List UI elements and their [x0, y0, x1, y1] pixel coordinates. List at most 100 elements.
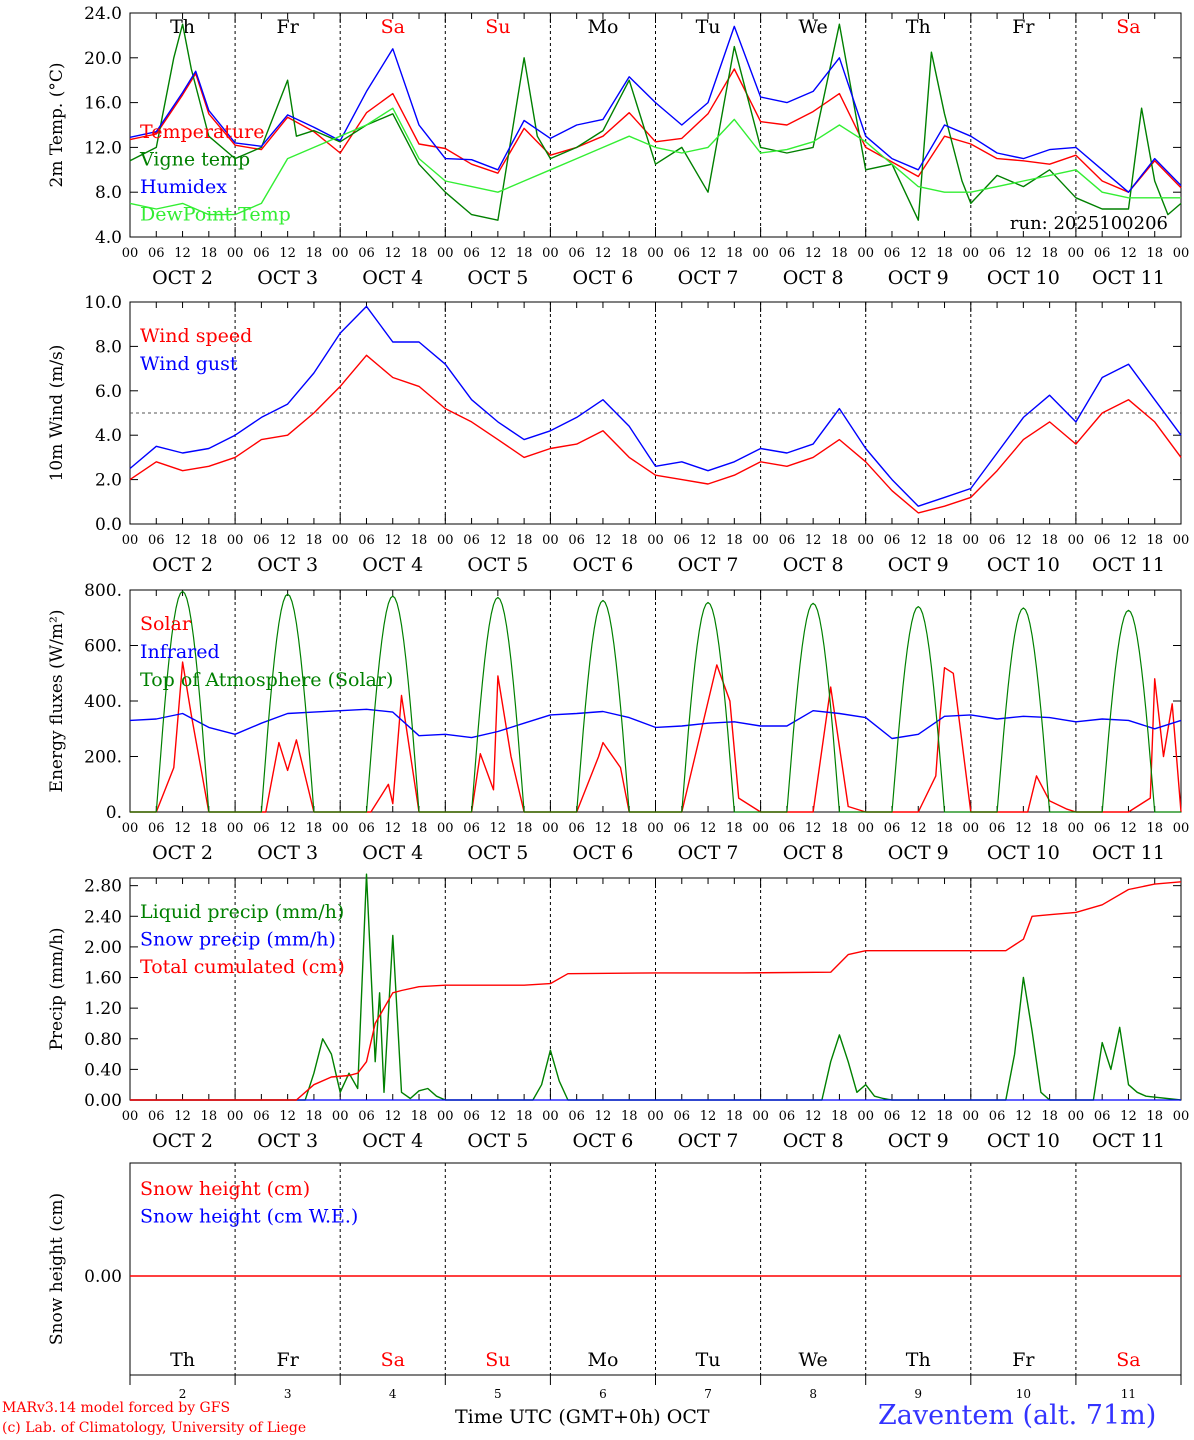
snow-day-number: 8 [809, 1387, 817, 1400]
temperature-legend-entry: Temperature [140, 121, 264, 143]
wind-legend-entry: Wind gust [140, 353, 238, 375]
energy-hour-label: 06 [779, 821, 796, 836]
temperature-series-humidex [129, 25, 1182, 193]
precip-y-axis-label: Precip (mm/h) [47, 927, 67, 1050]
precip-date-label: OCT 2 [152, 1130, 213, 1152]
wind-hour-label: 12 [595, 533, 612, 548]
wind-date-label: OCT 8 [783, 554, 844, 576]
precip-date-label: OCT 6 [572, 1130, 633, 1152]
temperature-hour-label: 12 [700, 246, 717, 261]
precip-date-label: OCT 4 [362, 1130, 423, 1152]
energy-hour-label: 00 [1173, 821, 1190, 836]
temperature-date-label: OCT 10 [987, 267, 1060, 289]
temperature-hour-label: 06 [779, 246, 796, 261]
energy-hour-label: 06 [463, 821, 480, 836]
temperature-day-name: Tu [696, 16, 721, 38]
temperature-date-label: OCT 11 [1092, 267, 1165, 289]
energy-date-label: OCT 10 [987, 842, 1060, 864]
temperature-hour-label: 00 [542, 246, 559, 261]
wind-hour-label: 00 [332, 533, 349, 548]
wind-hour-label: 12 [384, 533, 401, 548]
temperature-day-name: Sa [381, 16, 405, 38]
temperature-hour-label: 18 [516, 246, 533, 261]
energy-hour-label: 18 [201, 821, 218, 836]
energy-hour-label: 06 [148, 821, 165, 836]
energy-date-label: OCT 5 [467, 842, 528, 864]
temperature-hour-label: 06 [989, 246, 1006, 261]
snow-day-number: 2 [179, 1387, 187, 1400]
wind-hour-label: 06 [884, 533, 901, 548]
wind-hour-label: 00 [752, 533, 769, 548]
precip-series-total-cumulated-cm [130, 881, 1182, 1101]
energy-date-label: OCT 6 [572, 842, 633, 864]
wind-hour-label: 06 [148, 533, 165, 548]
temperature-hour-label: 00 [752, 246, 769, 261]
temperature-hour-label: 00 [1173, 246, 1190, 261]
energy-hour-label: 00 [437, 821, 454, 836]
temperature-hour-label: 06 [1094, 246, 1111, 261]
energy-hour-label: 06 [253, 821, 270, 836]
snow-day-number: 10 [1016, 1387, 1031, 1400]
precip-hour-label: 12 [595, 1109, 612, 1124]
wind-hour-label: 12 [1015, 533, 1032, 548]
wind-hour-label: 06 [674, 533, 691, 548]
energy-series-infrared [129, 708, 1182, 740]
energy-hour-label: 00 [752, 821, 769, 836]
temperature-hour-label: 18 [726, 246, 743, 261]
precip-hour-label: 18 [306, 1109, 323, 1124]
temperature-date-label: OCT 8 [783, 267, 844, 289]
wind-hour-label: 00 [1068, 533, 1085, 548]
snow-day-number: 7 [704, 1387, 712, 1400]
snow-legend-entry: Snow height (cm W.E.) [140, 1206, 358, 1228]
energy-hour-label: 12 [384, 821, 401, 836]
energy-hour-label: 18 [831, 821, 848, 836]
energy-hour-label: 12 [1120, 821, 1137, 836]
precip-hour-label: 00 [963, 1109, 980, 1124]
precip-hour-label: 06 [779, 1109, 796, 1124]
temperature-hour-label: 00 [437, 246, 454, 261]
temperature-series-temperature [129, 68, 1182, 193]
precip-hour-label: 12 [700, 1109, 717, 1124]
precip-hour-label: 18 [621, 1109, 638, 1124]
temperature-hour-label: 12 [1120, 246, 1137, 261]
energy-y-tick-label: 400. [84, 692, 122, 712]
snow-day-name: Fr [277, 1349, 300, 1371]
wind-date-label: OCT 2 [152, 554, 213, 576]
snow-day-name: Fr [1012, 1349, 1035, 1371]
wind-hour-label: 06 [779, 533, 796, 548]
wind-date-label: OCT 6 [572, 554, 633, 576]
wind-hour-label: 12 [1120, 533, 1137, 548]
temperature-date-label: OCT 4 [362, 267, 423, 289]
wind-hour-label: 00 [227, 533, 244, 548]
energy-hour-label: 06 [884, 821, 901, 836]
precip-y-tick-label: 1.60 [84, 969, 122, 989]
snow-day-name: Th [170, 1349, 195, 1371]
temperature-hour-label: 06 [358, 246, 375, 261]
temperature-hour-label: 06 [463, 246, 480, 261]
temperature-hour-label: 06 [568, 246, 585, 261]
station-title: Zaventem (alt. 71m) [878, 1400, 1157, 1431]
precip-hour-label: 12 [174, 1109, 191, 1124]
precip-y-tick-label: 2.80 [84, 877, 122, 897]
energy-legend-entry: Infrared [140, 641, 220, 663]
precip-legend-entry: Snow precip (mm/h) [140, 929, 336, 951]
precip-hour-label: 18 [726, 1109, 743, 1124]
wind-date-label: OCT 11 [1092, 554, 1165, 576]
temperature-hour-label: 06 [674, 246, 691, 261]
wind-hour-label: 00 [1173, 533, 1190, 548]
wind-hour-label: 12 [910, 533, 927, 548]
wind-hour-label: 18 [1041, 533, 1058, 548]
energy-hour-label: 12 [910, 821, 927, 836]
precip-hour-label: 06 [989, 1109, 1006, 1124]
precip-hour-label: 00 [227, 1109, 244, 1124]
wind-hour-label: 18 [201, 533, 218, 548]
temperature-day-name: Fr [1012, 16, 1035, 38]
temperature-hour-label: 00 [857, 246, 874, 261]
wind-y-tick-label: 2.0 [95, 471, 122, 491]
temperature-hour-label: 18 [1146, 246, 1163, 261]
temperature-day-name: We [799, 16, 828, 38]
temperature-day-name: Mo [587, 16, 618, 38]
precip-hour-label: 00 [542, 1109, 559, 1124]
precip-hour-label: 18 [1041, 1109, 1058, 1124]
precip-date-label: OCT 9 [888, 1130, 949, 1152]
